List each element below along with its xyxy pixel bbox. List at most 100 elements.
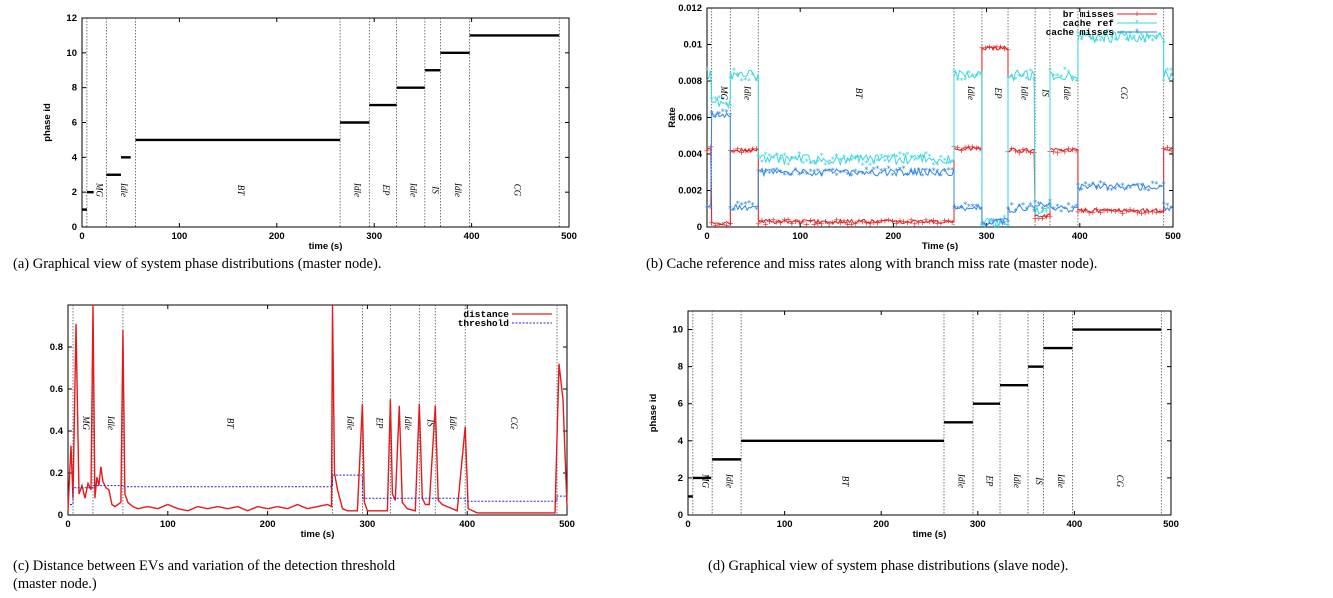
series-point-cache-ref: * [1162,39,1166,48]
x-tick-label: 200 [260,519,276,530]
series-point-br-misses: + [1008,144,1015,153]
series-point-br-misses: + [1093,205,1100,214]
series-point-br-misses: + [1108,207,1115,216]
phase-segment-label: Idle [119,182,129,197]
series-point-cache-ref: * [827,158,831,167]
series-point-cache-misses: * [959,204,963,213]
series-point-cache-ref: * [779,156,783,165]
series-point-cache-misses: * [943,167,947,176]
series-point-cache-ref: * [1033,207,1037,216]
series-point-cache-ref: * [846,156,850,165]
series-point-cache-ref: * [705,66,709,75]
series-point-br-misses: + [926,217,933,226]
series-point-cache-misses: * [794,166,798,175]
series-point-cache-misses: * [1033,198,1037,207]
y-tick-label: 0.006 [678,113,702,124]
series-point-br-misses: + [1164,143,1171,152]
series-point-br-misses: + [1012,146,1019,155]
y-tick-label: 0.008 [678,76,702,87]
series-point-cache-misses: * [1087,182,1091,191]
series-point-cache-ref: * [1083,32,1087,41]
series-point-cache-misses: * [963,200,967,209]
series-point-cache-misses: * [1169,205,1173,214]
series-point-br-misses: + [781,215,788,224]
series-point-cache-ref: * [849,156,853,165]
chart-b: 0 100 200 300 400 500 0 0.002 0.004 0.006 0.008 0.0… [640,0,1333,252]
series-point-cache-misses: * [898,166,902,175]
series-point-cache-ref: * [831,155,835,164]
y-tick-label: 0 [678,510,683,521]
series-point-cache-ref: * [1087,33,1091,42]
x-tick-label: 400 [1066,519,1082,530]
series-point-cache-ref: * [1136,29,1140,38]
series-point-br-misses: + [818,220,825,229]
series-point-br-misses: + [966,143,973,152]
series-point-br-misses: + [1145,208,1152,217]
series-point-br-misses: + [716,220,723,229]
series-point-cache-ref: * [1147,33,1151,42]
chart-a-plot: 0 100 200 300 400 500 0 2 4 6 8 10 12 time (s) phase i… [42,13,577,252]
phase-segment-label: Idle [403,415,413,430]
phase-segment-label: MG [700,473,710,488]
series-point-br-misses: + [1086,208,1093,217]
y-tick-label: 10 [66,48,77,59]
series-point-cache-ref: * [1006,222,1010,231]
series-point-br-misses: + [746,146,753,155]
y-tick-label: 0.8 [50,342,63,353]
series-point-cache-ref: * [939,154,943,163]
series-point-cache-ref: * [1041,208,1045,217]
series-point-cache-ref: * [797,150,801,159]
series-point-cache-misses: * [764,169,768,178]
series-point-cache-misses: * [1028,201,1032,210]
series-point-cache-misses: * [1162,200,1166,209]
series-point-cache-ref: * [902,151,906,160]
series-point-cache-ref: * [963,76,967,85]
series-point-br-misses: + [1142,208,1149,217]
series-point-cache-ref: * [952,69,956,78]
series-point-br-misses: + [977,145,984,154]
series-point-cache-misses: * [1132,182,1136,191]
series-point-cache-misses: * [823,167,827,176]
caption-b: (b) Cache reference and miss rates along… [646,256,1098,272]
series-point-br-misses: + [848,220,855,229]
series-point-br-misses: + [911,219,918,228]
legend-marker: * [1135,18,1139,28]
y-tick-label: 8 [678,362,683,373]
series-line-threshold [70,474,567,505]
series-point-cache-misses: * [1059,208,1063,217]
series-point-cache-misses: * [909,169,913,178]
series-point-br-misses: + [723,221,730,230]
series-point-cache-misses: * [725,108,729,117]
series-point-cache-misses: * [920,172,924,181]
series-point-cache-misses: * [883,166,887,175]
series-point-br-misses: + [889,216,896,225]
series-point-br-misses: + [1160,206,1167,215]
series-point-cache-misses: * [747,199,751,208]
series-point-cache-misses: * [931,166,935,175]
y-tick-label: 0.01 [684,40,703,51]
series-point-cache-misses: * [710,109,714,118]
phase-segment-label: MG [719,85,729,100]
series-point-cache-misses: * [1080,186,1084,195]
series-point-cache-misses: * [1006,218,1010,227]
series-point-cache-ref: * [890,152,894,161]
series-point-cache-misses: * [1052,205,1056,214]
series-point-br-misses: + [753,145,760,154]
series-point-cache-ref: * [816,158,820,167]
series-point-cache-misses: * [905,171,909,180]
series-point-br-misses: + [962,143,969,152]
series-point-br-misses: + [719,220,726,229]
series-point-br-misses: + [1089,208,1096,217]
series-point-cache-ref: * [1113,36,1117,45]
series-point-cache-ref: * [1074,77,1078,86]
phase-segment-label: BT [226,418,236,429]
series-point-cache-ref: * [709,69,713,78]
series-point-cache-ref: * [980,222,984,231]
series-point-cache-ref: * [1128,30,1132,39]
chart-a: 0 100 200 300 400 500 0 2 4 6 8 10 12 time (s) phase i… [0,0,600,252]
series-point-br-misses: + [1023,146,1030,155]
series-point-br-misses: + [863,218,870,227]
series-point-br-misses: + [1020,145,1027,154]
y-axis-label: Rate [667,107,678,128]
series-point-cache-ref: * [1037,214,1041,223]
